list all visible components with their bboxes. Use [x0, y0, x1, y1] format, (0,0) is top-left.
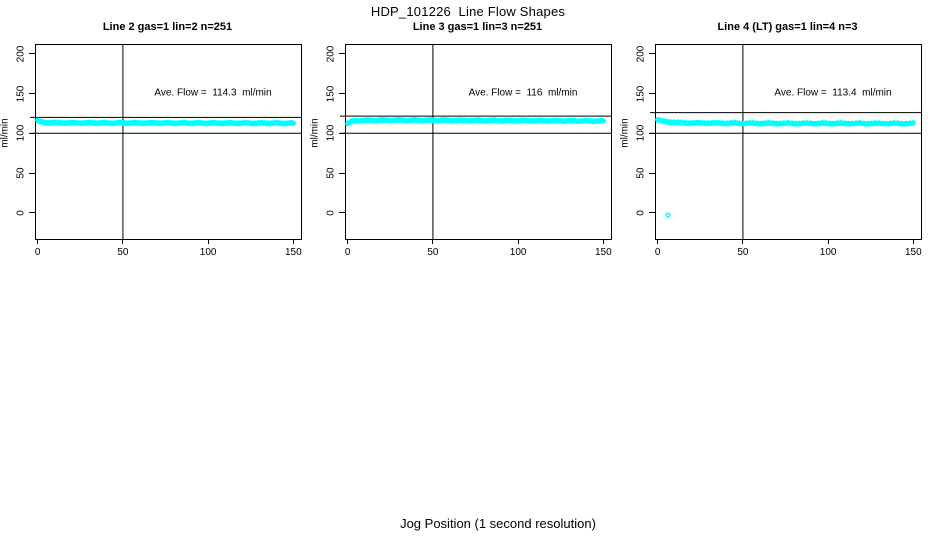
y-tick — [29, 93, 35, 94]
y-tick — [339, 172, 345, 174]
y-tick — [29, 172, 35, 174]
x-tick-label: 50 — [427, 247, 439, 258]
data-point — [290, 120, 296, 126]
y-tick — [339, 132, 345, 134]
subplot-line-4: Line 4 (LT) gas=1 lin=4 n=3 Ave. Flow = … — [620, 0, 935, 270]
y-tick — [649, 212, 655, 214]
x-tick-label: 100 — [819, 247, 837, 258]
y-tick — [339, 53, 345, 55]
y-tick-label: 0 — [325, 209, 337, 216]
ave-flow-annotation: Ave. Flow = 114.3 ml/min — [154, 87, 272, 99]
y-tick — [649, 132, 655, 134]
y-tick — [29, 53, 35, 55]
subplot-title: Line 4 (LT) gas=1 lin=4 n=3 — [717, 21, 858, 33]
x-tick — [742, 239, 744, 244]
plot-box: Ave. Flow = 113.4 ml/min ml/min 0 50 100 15… — [620, 44, 922, 258]
y-tick-label: 0 — [635, 209, 647, 216]
y-tick — [649, 53, 655, 55]
y-tick-label: 150 — [15, 85, 27, 102]
y-tick-label: 200 — [325, 45, 337, 63]
y-tick-label: 50 — [15, 167, 27, 179]
plot-canvas — [30, 45, 301, 239]
x-tick — [827, 239, 829, 244]
plot-box: Ave. Flow = 116 ml/min ml/min 0 50 100 150 0… — [310, 44, 612, 258]
x-tick-label: 0 — [344, 247, 351, 258]
main-title: HDP_101226 Line Flow Shapes — [370, 4, 566, 19]
x-tick-label: 50 — [117, 247, 129, 258]
y-tick — [649, 172, 655, 174]
x-tick — [37, 239, 39, 244]
y-tick-label: 50 — [635, 167, 647, 179]
subplot-title: Line 3 gas=1 lin=3 n=251 — [412, 21, 543, 33]
y-tick — [29, 132, 35, 134]
x-tick — [517, 239, 519, 244]
y-tick-label: 0 — [15, 209, 27, 216]
y-tick-label: 100 — [15, 124, 27, 142]
ave-flow-annotation: Ave. Flow = 113.4 ml/min — [774, 87, 892, 99]
ave-flow-annotation: Ave. Flow = 116 ml/min — [468, 87, 578, 99]
data-point — [910, 120, 916, 126]
subplot-title: Line 2 gas=1 lin=2 n=251 — [102, 21, 233, 33]
y-tick-label: 50 — [325, 167, 337, 179]
data-point — [600, 118, 606, 124]
data-point — [665, 212, 671, 218]
x-tick — [347, 239, 349, 244]
x-tick — [657, 239, 659, 244]
x-tick-label: 100 — [509, 247, 527, 258]
y-tick-label: 100 — [635, 124, 647, 142]
y-axis-label: ml/min — [0, 118, 11, 148]
x-tick — [432, 239, 434, 244]
y-tick-label: 200 — [15, 45, 27, 63]
x-axis-title: Jog Position (1 second resolution) — [400, 516, 596, 531]
x-tick-label: 0 — [654, 247, 661, 258]
y-axis-label: ml/min — [619, 118, 631, 148]
x-tick-label: 150 — [904, 247, 922, 258]
x-tick-label: 150 — [594, 247, 612, 258]
y-axis-label: ml/min — [309, 118, 321, 148]
y-tick — [339, 93, 345, 94]
y-tick — [649, 93, 655, 94]
x-tick — [912, 239, 914, 244]
plot-box: Ave. Flow = 114.3 ml/min ml/min 0 50 100 15… — [0, 44, 302, 258]
x-tick-label: 150 — [284, 247, 302, 258]
y-tick — [29, 212, 35, 214]
x-tick-label: 100 — [199, 247, 217, 258]
y-tick-label: 150 — [325, 85, 337, 102]
x-tick — [602, 239, 604, 244]
y-tick-label: 100 — [325, 124, 337, 142]
plot-canvas — [340, 45, 611, 239]
plot-canvas — [650, 45, 921, 239]
subplot-line-2: Line 2 gas=1 lin=2 n=251 Ave. Flow = 114… — [0, 0, 315, 270]
subplot-line-3: Line 3 gas=1 lin=3 n=251 Ave. Flow = 116… — [310, 0, 625, 270]
x-tick-label: 0 — [34, 247, 41, 258]
x-tick — [122, 239, 124, 244]
y-tick-label: 150 — [635, 85, 647, 102]
x-tick — [292, 239, 294, 244]
y-tick — [339, 212, 345, 214]
y-tick-label: 200 — [635, 45, 647, 63]
x-tick-label: 50 — [737, 247, 749, 258]
x-tick — [207, 239, 209, 244]
